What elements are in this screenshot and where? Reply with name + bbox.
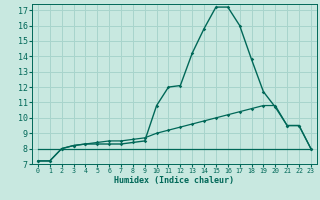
- X-axis label: Humidex (Indice chaleur): Humidex (Indice chaleur): [115, 176, 234, 185]
